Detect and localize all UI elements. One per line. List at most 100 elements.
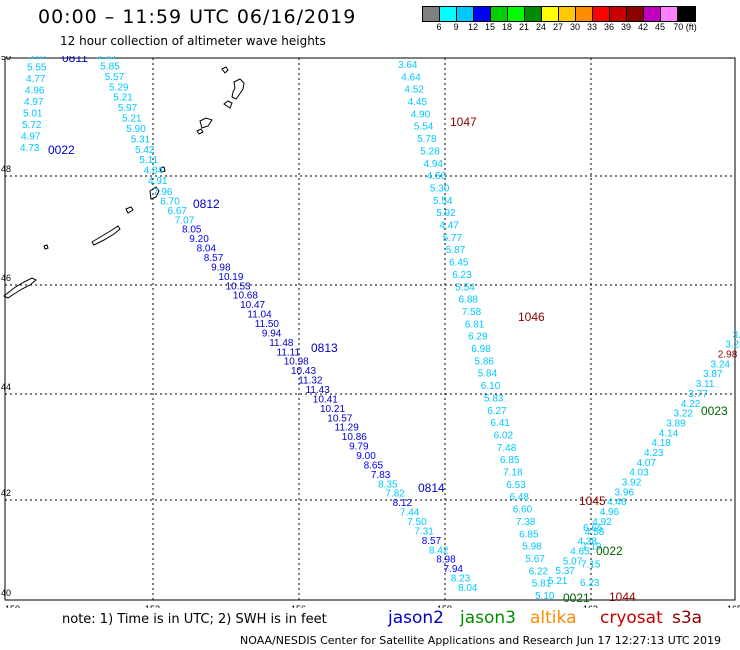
island-10 — [43, 244, 49, 250]
colorbar-label: 39 — [620, 22, 632, 32]
wave-height-value: 4.52 — [404, 85, 424, 96]
colorbar-label: 15 — [484, 22, 496, 32]
wave-height-value: 7.07 — [175, 215, 195, 226]
wave-height-value: 6.67 — [168, 206, 188, 217]
wave-height-value: 6.85 — [500, 455, 520, 466]
island-9 — [91, 225, 121, 246]
lat-tick-label: 46 — [1, 273, 11, 283]
wave-height-value: 6.53 — [506, 480, 526, 491]
wave-height-value: 4.65 — [570, 547, 590, 558]
wave-height-value: 5.87 — [446, 245, 466, 256]
wave-height-value: 6.70 — [160, 196, 180, 207]
island-4 — [199, 117, 213, 129]
wave-height-value: 6.85 — [519, 529, 539, 540]
colorbar-swatch — [610, 7, 627, 21]
colorbar-swatch — [678, 7, 695, 21]
wave-height-value: 10.43 — [291, 366, 316, 377]
wave-height-value: 8.05 — [182, 225, 202, 236]
map-subtitle: 12 hour collection of altimeter wave hei… — [60, 34, 326, 48]
pass-label: 0812 — [193, 197, 220, 211]
wave-height-value: 4.23 — [644, 448, 664, 459]
wave-height-value: 5.83 — [484, 393, 504, 404]
wave-height-value: 5.31 — [131, 134, 151, 145]
wave-height-value: 4.94 — [424, 159, 444, 170]
coastline — [3, 66, 245, 299]
wave-height-value: 5.42 — [135, 145, 155, 156]
wave-height-value: 4.56 — [427, 171, 447, 182]
lon-tick-label: 153 — [145, 604, 160, 608]
map-title: 00:00 – 11:59 UTC 06/16/2019 — [38, 6, 357, 28]
wave-height-value: 3.11 — [696, 379, 715, 390]
wave-height-value: 7.50 — [407, 517, 427, 528]
wave-height-value: 5.54 — [455, 282, 475, 293]
wave-height-value: 5.21 — [122, 114, 142, 125]
wave-height-value: 3.22 — [674, 409, 694, 420]
wave-height-value: 9.20 — [189, 234, 209, 245]
pass-label: 1045 — [579, 494, 606, 508]
wave-height-value: 4.92 — [592, 517, 612, 528]
wave-height-value: 5.55 — [27, 63, 47, 74]
wave-height-value: 7.82 — [385, 489, 405, 500]
colorbar-swatch — [457, 7, 474, 21]
wave-height-value: 3.87 — [703, 369, 723, 380]
wave-height-value: 11.50 — [255, 319, 280, 330]
wave-height-value: 7.15 — [581, 560, 601, 571]
colorbar-swatch — [440, 7, 457, 21]
footer-note: note: 1) Time is in UTC; 2) SWH is in fe… — [62, 612, 327, 627]
wave-height-value: 5.86 — [475, 356, 495, 367]
colorbar-label: 30 — [569, 22, 581, 32]
wave-height-value: 6.41 — [490, 418, 510, 429]
wave-height-value: 5.54 — [433, 196, 453, 207]
colorbar-label: 42 — [637, 22, 649, 32]
wave-height-value: 7.48 — [497, 443, 517, 454]
wave-height-value: 5.30 — [430, 184, 450, 195]
wave-height-value: 7.19 — [582, 541, 602, 552]
wave-height-value: 5.21 — [548, 576, 568, 587]
island-7 — [149, 186, 160, 200]
wave-height-value: 4.38 — [578, 537, 598, 548]
wave-height-value: 10.57 — [327, 413, 352, 424]
wave-height-value: 6.81 — [465, 319, 485, 330]
wave-height-value: 5.92 — [436, 208, 456, 219]
colorbar-label: 21 — [518, 22, 530, 32]
wave-height-colorbar — [422, 6, 696, 22]
wave-height-value: 6.23 — [580, 578, 600, 589]
wave-height-value: 10.68 — [233, 291, 258, 302]
wave-height-value: 5.01 — [23, 109, 43, 120]
lat-tick-label: 48 — [1, 164, 11, 174]
wave-height-value: 4.47 — [439, 221, 459, 232]
island-5 — [196, 128, 204, 135]
colorbar-swatch — [491, 7, 508, 21]
colorbar-swatch — [661, 7, 678, 21]
wave-height-value: 6.23 — [452, 270, 472, 281]
pass-label: 0811 — [62, 56, 88, 65]
colorbar-label: 18 — [501, 22, 513, 32]
wave-height-value: 5.54 — [414, 122, 434, 133]
wave-height-value: 10.86 — [342, 432, 367, 443]
pass-label: 0022 — [48, 143, 75, 157]
wave-height-value: 4.73 — [20, 143, 40, 154]
wave-height-value: 10.53 — [226, 281, 251, 292]
wave-height-value: 4.91 — [148, 176, 168, 187]
wave-height-value: 6.65 — [583, 523, 603, 534]
wave-height-value: 5.21 — [113, 93, 133, 104]
wave-height-value: 4.46 — [607, 497, 627, 508]
wave-height-value: 9.94 — [262, 328, 282, 339]
wave-height-value: 10.41 — [313, 394, 338, 405]
wave-height-value: 8.04 — [197, 244, 217, 255]
wave-height-value: 4.03 — [629, 468, 649, 479]
wave-height-value: 6.88 — [459, 295, 479, 306]
lon-tick-label: 156 — [291, 604, 306, 608]
wave-height-value: 5.11 — [139, 155, 158, 166]
lat-tick-label: 40 — [1, 588, 11, 598]
colorbar-label: 6 — [436, 22, 442, 32]
wave-height-value: 5.84 — [478, 369, 498, 380]
altimeter-map: 150153156159162165404244464850 5.675.554… — [1, 56, 740, 608]
wave-height-value: 7.96 — [153, 187, 173, 198]
wave-height-value: 9.98 — [211, 262, 231, 273]
wave-height-value: 3.77 — [688, 389, 708, 400]
colorbar-swatch — [542, 7, 559, 21]
wave-height-value: 10.19 — [218, 272, 243, 283]
wave-height-value: 7.18 — [503, 468, 523, 479]
wave-height-value: 5.72 — [22, 120, 42, 131]
